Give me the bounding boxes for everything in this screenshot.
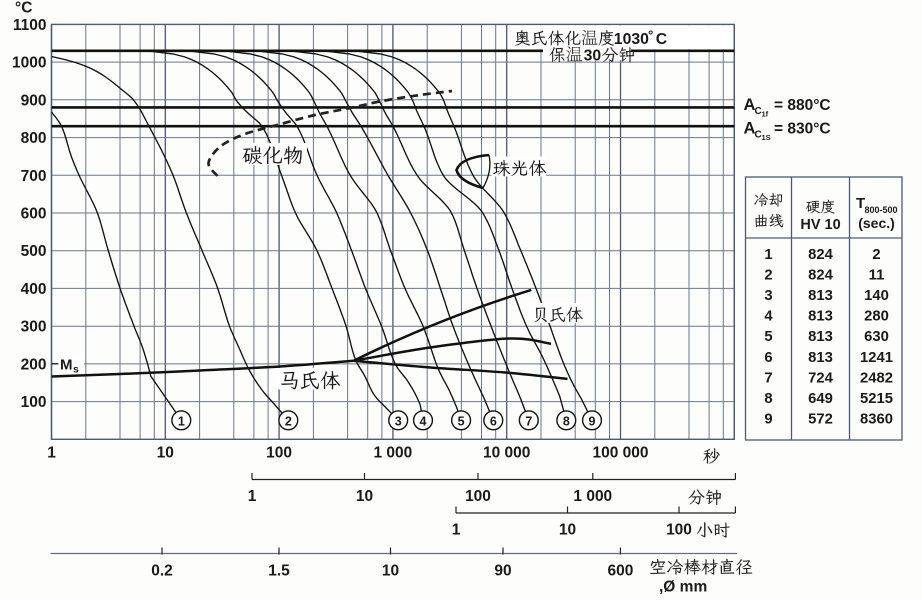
svg-text:30: 30: [584, 48, 602, 65]
svg-text:4: 4: [420, 414, 427, 428]
svg-text:1030: 1030: [614, 31, 649, 48]
svg-text:3: 3: [764, 288, 772, 304]
svg-text:HV 10: HV 10: [800, 217, 840, 233]
svg-text:5: 5: [458, 414, 465, 428]
svg-text:M: M: [60, 357, 73, 374]
svg-text:11: 11: [869, 268, 885, 284]
svg-text:T: T: [856, 195, 865, 212]
svg-text:813: 813: [808, 329, 833, 345]
svg-text:500: 500: [21, 243, 47, 260]
svg-text:10: 10: [382, 563, 399, 580]
svg-text:1 000: 1 000: [374, 445, 413, 462]
svg-text:813: 813: [808, 288, 833, 304]
svg-text:1000: 1000: [12, 55, 46, 72]
svg-text:300: 300: [21, 319, 47, 336]
svg-text:724: 724: [808, 370, 833, 386]
svg-text:1: 1: [248, 488, 257, 505]
svg-text:100 000: 100 000: [592, 445, 648, 462]
svg-text:˚: ˚: [648, 29, 654, 48]
svg-text:8: 8: [563, 414, 570, 428]
svg-text:572: 572: [808, 412, 833, 428]
svg-text:10 000: 10 000: [483, 445, 530, 462]
svg-text:5: 5: [764, 329, 772, 345]
svg-text:6: 6: [490, 414, 497, 428]
svg-text:9: 9: [764, 412, 772, 428]
svg-text:= 830°C: = 830°C: [774, 121, 831, 138]
svg-text:6: 6: [764, 350, 772, 366]
svg-text:1S: 1S: [762, 133, 771, 142]
svg-text:7: 7: [764, 370, 772, 386]
svg-text:2: 2: [764, 268, 772, 284]
svg-text:1100: 1100: [13, 17, 47, 34]
svg-text:C: C: [755, 130, 762, 141]
svg-text:8: 8: [764, 391, 772, 407]
svg-text:8360: 8360: [860, 412, 893, 428]
svg-text:s: s: [73, 364, 79, 376]
svg-text:10: 10: [157, 445, 174, 462]
svg-text:4: 4: [764, 309, 773, 325]
svg-text:100: 100: [465, 488, 491, 505]
svg-text:10: 10: [559, 522, 576, 539]
svg-text:2: 2: [872, 247, 880, 263]
svg-text:649: 649: [808, 391, 833, 407]
svg-text:,Ø mm: ,Ø mm: [659, 579, 707, 596]
svg-text:2: 2: [285, 414, 292, 428]
svg-text:630: 630: [864, 329, 889, 345]
svg-text:5215: 5215: [860, 391, 893, 407]
svg-text:800-500: 800-500: [865, 205, 898, 215]
svg-text:824: 824: [808, 268, 833, 284]
svg-text:0.2: 0.2: [151, 563, 173, 580]
svg-text:(sec.): (sec.): [858, 215, 895, 231]
svg-text:100: 100: [666, 522, 692, 539]
svg-text:3: 3: [395, 414, 402, 428]
svg-text:A: A: [744, 96, 756, 114]
svg-text:1: 1: [47, 445, 56, 462]
svg-text:200: 200: [21, 356, 47, 373]
svg-text:C: C: [755, 106, 762, 117]
svg-text:C: C: [656, 31, 667, 48]
svg-text:1f: 1f: [762, 110, 769, 119]
svg-text:1241: 1241: [860, 350, 893, 366]
svg-text:1: 1: [452, 522, 461, 539]
svg-text:813: 813: [808, 309, 833, 325]
svg-text:700: 700: [21, 168, 47, 185]
svg-text:10: 10: [356, 488, 373, 505]
svg-text:824: 824: [808, 247, 833, 263]
svg-text:140: 140: [864, 288, 889, 304]
svg-text:1.5: 1.5: [268, 563, 290, 580]
svg-text:9: 9: [589, 414, 596, 428]
svg-text:A: A: [744, 120, 756, 138]
svg-text:1: 1: [178, 414, 185, 428]
svg-text:600: 600: [21, 206, 47, 223]
svg-text:813: 813: [808, 350, 833, 366]
svg-text:= 880°C: = 880°C: [774, 97, 831, 114]
svg-text:100: 100: [21, 394, 47, 411]
svg-text:°C: °C: [15, 0, 32, 17]
svg-text:90: 90: [494, 563, 511, 580]
svg-text:900: 900: [21, 92, 47, 109]
svg-text:600: 600: [607, 563, 633, 580]
svg-text:1: 1: [764, 247, 772, 263]
svg-text:2482: 2482: [860, 370, 893, 386]
svg-text:100: 100: [266, 445, 292, 462]
svg-text:800: 800: [21, 130, 47, 147]
svg-text:280: 280: [864, 309, 889, 325]
svg-text:7: 7: [525, 414, 532, 428]
svg-text:400: 400: [21, 281, 47, 298]
svg-text:1 000: 1 000: [573, 488, 612, 505]
